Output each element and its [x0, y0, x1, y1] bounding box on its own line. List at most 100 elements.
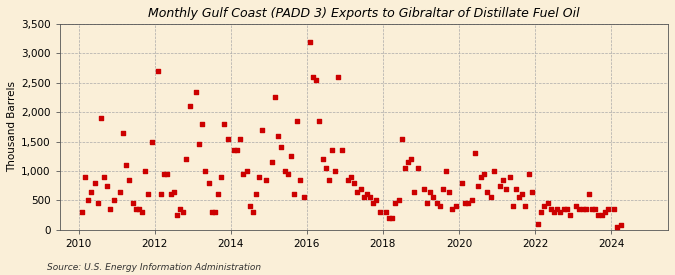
Point: [368, 201, 379, 205]
Point: [175, 207, 186, 211]
Point: [587, 207, 597, 211]
Point: [409, 189, 420, 194]
Point: [162, 172, 173, 176]
Point: [317, 157, 328, 161]
Point: [311, 78, 322, 82]
Point: [514, 195, 524, 200]
Point: [463, 201, 474, 205]
Point: [128, 201, 138, 205]
Y-axis label: Thousand Barrels: Thousand Barrels: [7, 81, 17, 172]
Point: [384, 216, 395, 220]
Point: [422, 201, 433, 205]
Point: [171, 213, 182, 217]
Point: [289, 192, 300, 197]
Point: [124, 178, 135, 182]
Point: [178, 210, 189, 214]
Point: [561, 207, 572, 211]
Point: [327, 148, 338, 153]
Point: [314, 119, 325, 123]
Point: [242, 169, 252, 173]
Point: [603, 207, 614, 211]
Point: [371, 198, 382, 203]
Point: [130, 207, 141, 211]
Point: [270, 95, 281, 100]
Point: [86, 189, 97, 194]
Point: [89, 180, 100, 185]
Point: [298, 195, 309, 200]
Point: [137, 210, 148, 214]
Point: [444, 189, 455, 194]
Point: [365, 195, 376, 200]
Point: [308, 75, 319, 79]
Point: [533, 222, 543, 226]
Point: [194, 142, 205, 147]
Point: [356, 186, 367, 191]
Point: [362, 192, 373, 197]
Point: [495, 183, 506, 188]
Point: [504, 175, 515, 179]
Point: [479, 172, 490, 176]
Point: [539, 204, 550, 208]
Point: [232, 148, 243, 153]
Point: [156, 192, 167, 197]
Point: [109, 198, 119, 203]
Point: [203, 180, 214, 185]
Point: [387, 216, 398, 220]
Point: [121, 163, 132, 167]
Point: [558, 207, 569, 211]
Point: [333, 75, 344, 79]
Point: [431, 201, 442, 205]
Point: [593, 213, 604, 217]
Point: [542, 201, 553, 205]
Text: Source: U.S. Energy Information Administration: Source: U.S. Energy Information Administ…: [47, 263, 261, 272]
Point: [612, 225, 623, 229]
Point: [248, 210, 259, 214]
Point: [574, 207, 585, 211]
Point: [549, 210, 560, 214]
Point: [238, 172, 249, 176]
Point: [501, 186, 512, 191]
Point: [134, 207, 144, 211]
Point: [403, 160, 414, 164]
Point: [267, 160, 277, 164]
Point: [118, 131, 129, 135]
Point: [349, 180, 360, 185]
Point: [323, 178, 334, 182]
Point: [295, 178, 306, 182]
Point: [80, 175, 90, 179]
Point: [257, 128, 268, 132]
Point: [510, 186, 521, 191]
Point: [381, 210, 392, 214]
Point: [169, 189, 180, 194]
Point: [228, 148, 239, 153]
Point: [213, 192, 223, 197]
Point: [105, 207, 115, 211]
Point: [536, 210, 547, 214]
Point: [99, 175, 109, 179]
Point: [207, 210, 217, 214]
Point: [396, 136, 407, 141]
Point: [143, 192, 154, 197]
Point: [321, 166, 331, 170]
Point: [190, 89, 201, 94]
Point: [520, 204, 531, 208]
Point: [577, 207, 588, 211]
Point: [244, 204, 255, 208]
Point: [279, 169, 290, 173]
Point: [580, 207, 591, 211]
Point: [435, 204, 446, 208]
Point: [485, 195, 496, 200]
Point: [304, 39, 315, 44]
Point: [456, 180, 467, 185]
Point: [564, 213, 575, 217]
Point: [102, 183, 113, 188]
Point: [555, 210, 566, 214]
Point: [181, 157, 192, 161]
Point: [437, 186, 448, 191]
Point: [197, 122, 208, 126]
Point: [276, 145, 287, 150]
Point: [470, 151, 481, 155]
Point: [184, 104, 195, 108]
Point: [216, 175, 227, 179]
Point: [425, 189, 436, 194]
